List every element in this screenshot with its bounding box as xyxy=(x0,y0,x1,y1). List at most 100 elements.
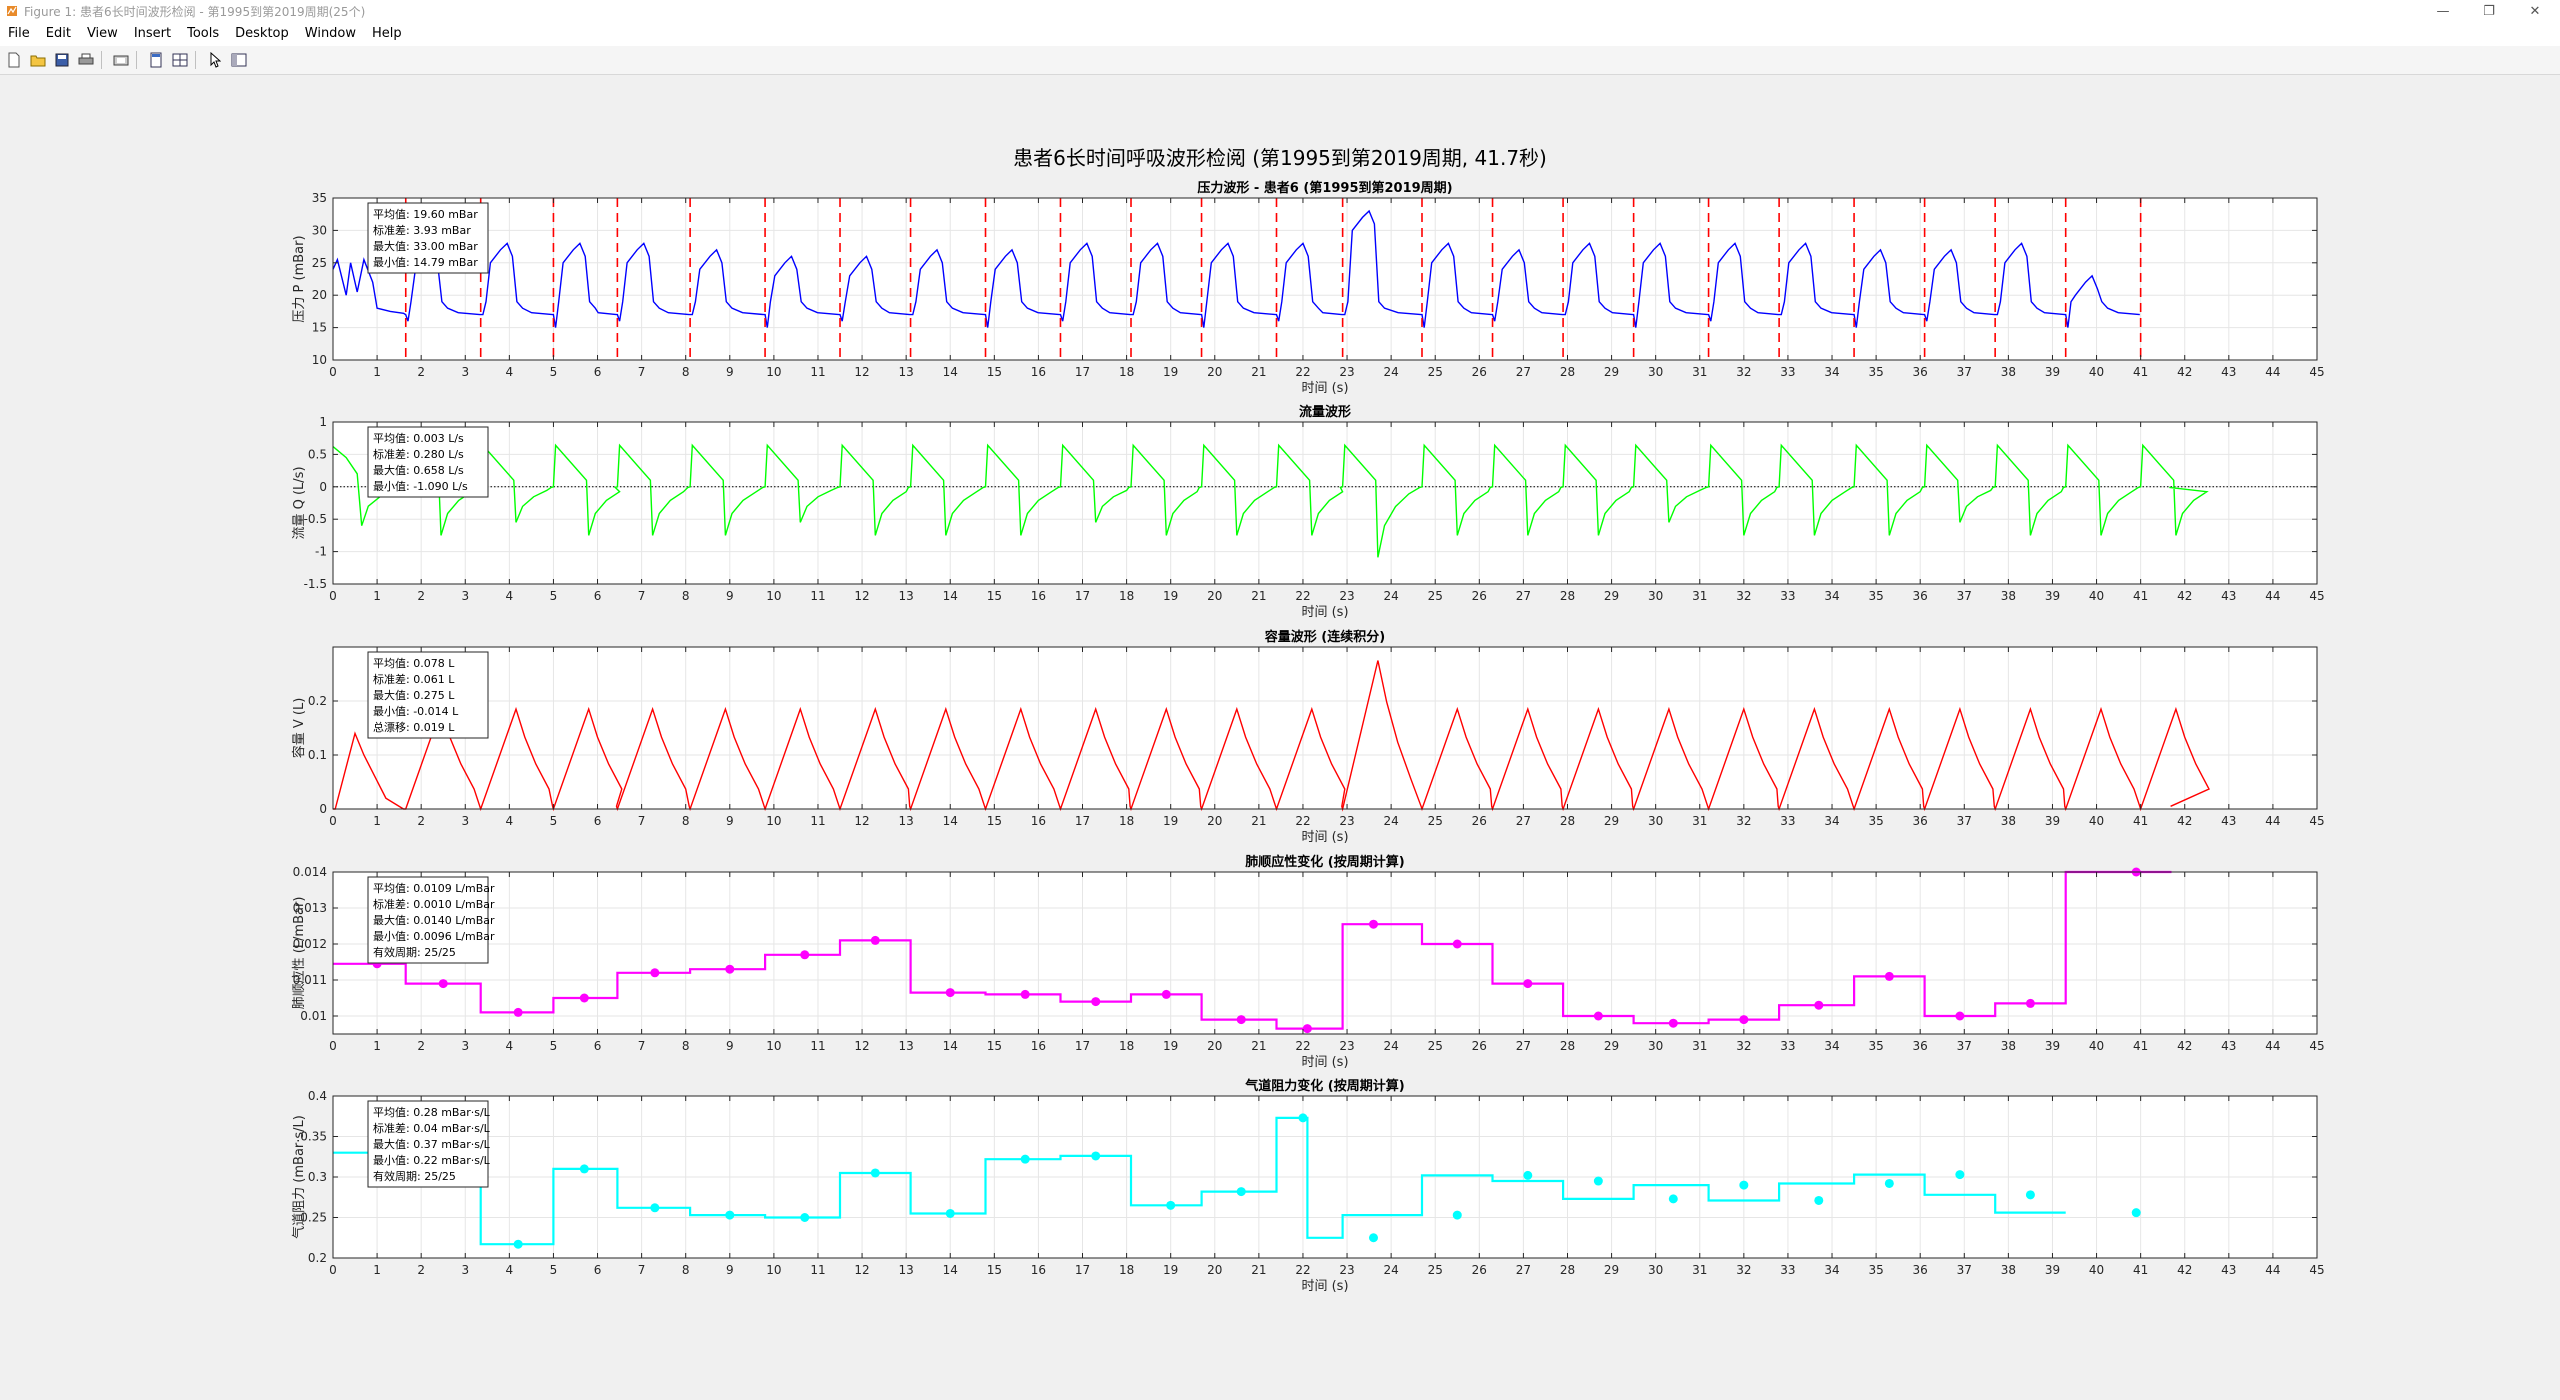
pointer-icon[interactable] xyxy=(205,50,225,70)
data-point xyxy=(945,1208,955,1218)
x-tick-label: 41 xyxy=(2133,589,2148,603)
series-line xyxy=(333,660,2210,812)
y-axis-label: 流量 Q (L/s) xyxy=(292,466,307,539)
x-tick-label: 5 xyxy=(550,1039,558,1053)
x-tick-label: 44 xyxy=(2265,589,2280,603)
x-tick-label: 37 xyxy=(1957,589,1972,603)
x-tick-label: 9 xyxy=(726,814,734,828)
stats-line: 有效周期: 25/25 xyxy=(373,1169,456,1183)
stats-line: 平均值: 19.60 mBar xyxy=(373,208,478,221)
menu-edit[interactable]: Edit xyxy=(45,26,71,41)
x-tick-label: 3 xyxy=(461,1039,469,1053)
x-tick-label: 33 xyxy=(1780,1263,1795,1277)
menu-tools[interactable]: Tools xyxy=(187,26,220,41)
x-tick-label: 5 xyxy=(550,589,558,603)
save-icon[interactable] xyxy=(52,50,72,70)
menu-bar: File Edit View Insert Tools Desktop Wind… xyxy=(0,22,2560,46)
x-tick-label: 16 xyxy=(1031,1263,1046,1277)
x-tick-label: 32 xyxy=(1736,1039,1751,1053)
x-tick-label: 10 xyxy=(766,365,781,379)
x-tick-label: 30 xyxy=(1648,589,1663,603)
toolbar-separator xyxy=(136,51,137,69)
open-folder-icon[interactable] xyxy=(28,50,48,70)
data-point xyxy=(1368,1233,1378,1243)
x-tick-label: 42 xyxy=(2177,1263,2192,1277)
stats-line: 有效周期: 25/25 xyxy=(373,945,456,959)
x-tick-label: 36 xyxy=(1913,1039,1928,1053)
menu-view[interactable]: View xyxy=(86,26,118,41)
data-point xyxy=(1523,979,1533,989)
x-tick-label: 38 xyxy=(2001,1039,2016,1053)
close-icon[interactable]: ✕ xyxy=(2529,3,2541,19)
x-tick-label: 20 xyxy=(1207,589,1222,603)
menu-window[interactable]: Window xyxy=(304,26,357,41)
stats-line: 标准差: 3.93 mBar xyxy=(373,223,471,237)
x-tick-label: 34 xyxy=(1824,814,1839,828)
x-tick-label: 4 xyxy=(506,365,514,379)
data-point xyxy=(1161,989,1171,999)
dock-icon[interactable] xyxy=(146,50,166,70)
menu-help[interactable]: Help xyxy=(372,26,402,41)
x-tick-label: 26 xyxy=(1472,1263,1487,1277)
x-tick-label: 43 xyxy=(2221,589,2236,603)
y-tick-label: 0.01 xyxy=(300,1009,327,1023)
x-tick-label: 8 xyxy=(682,589,690,603)
menu-file[interactable]: File xyxy=(8,26,30,41)
y-tick-label: 0.014 xyxy=(293,865,327,879)
x-tick-label: 44 xyxy=(2265,814,2280,828)
restore-icon[interactable]: ❐ xyxy=(2483,3,2495,19)
x-tick-label: 0 xyxy=(329,589,337,603)
x-tick-label: 23 xyxy=(1339,589,1354,603)
x-tick-label: 1 xyxy=(373,365,381,379)
x-tick-label: 42 xyxy=(2177,589,2192,603)
property-editor-icon[interactable] xyxy=(229,50,249,70)
x-tick-label: 29 xyxy=(1604,1039,1619,1053)
x-tick-label: 2 xyxy=(417,589,425,603)
x-tick-label: 38 xyxy=(2001,365,2016,379)
menu-insert[interactable]: Insert xyxy=(133,26,172,41)
new-file-icon[interactable] xyxy=(4,50,24,70)
layout-icon[interactable] xyxy=(170,50,190,70)
x-tick-label: 16 xyxy=(1031,589,1046,603)
minimize-icon[interactable]: — xyxy=(2436,3,2450,19)
x-tick-label: 24 xyxy=(1383,814,1398,828)
toolbar-separator xyxy=(101,51,102,69)
x-tick-label: 23 xyxy=(1339,1263,1354,1277)
data-point xyxy=(1236,1015,1246,1025)
stats-box-frame xyxy=(367,426,489,498)
x-tick-label: 4 xyxy=(506,1263,514,1277)
x-tick-label: 37 xyxy=(1957,1263,1972,1277)
x-tick-label: 24 xyxy=(1383,1039,1398,1053)
x-tick-label: 1 xyxy=(373,589,381,603)
x-tick-label: 37 xyxy=(1957,365,1972,379)
x-tick-label: 13 xyxy=(899,589,914,603)
x-tick-label: 20 xyxy=(1207,814,1222,828)
x-tick-label: 15 xyxy=(987,589,1002,603)
matlab-figure-icon xyxy=(7,6,17,16)
data-point xyxy=(1091,1151,1101,1161)
x-tick-label: 0 xyxy=(329,1039,337,1053)
x-tick-label: 45 xyxy=(2309,1039,2324,1053)
data-point xyxy=(1523,1170,1533,1180)
axes-box xyxy=(332,197,2318,361)
subplot-4: 0 1 2 3 4 5 6 7 8 9 10 11 12 13 14 15 16 17 18 19 20 21 22 23 24… xyxy=(291,854,2325,1070)
x-tick-label: 33 xyxy=(1780,589,1795,603)
x-tick-label: 9 xyxy=(726,365,734,379)
x-tick-label: 37 xyxy=(1957,1039,1972,1053)
y-tick-label: 0 xyxy=(319,802,327,816)
print-icon[interactable] xyxy=(76,50,96,70)
stats-line: 最小值: 0.0096 L/mBar xyxy=(373,930,495,943)
stats-line: 最小值: -0.014 L xyxy=(373,705,459,718)
data-point xyxy=(513,1007,523,1017)
menu-desktop[interactable]: Desktop xyxy=(235,26,289,41)
x-tick-label: 36 xyxy=(1913,814,1928,828)
axes-box xyxy=(332,646,2318,810)
x-tick-label: 7 xyxy=(638,1039,646,1053)
stats-line: 平均值: 0.003 L/s xyxy=(373,432,464,445)
x-tick-label: 39 xyxy=(2045,1263,2060,1277)
print-preview-icon[interactable] xyxy=(111,50,131,70)
x-axis-label: 时间 (s) xyxy=(1301,381,1348,396)
x-tick-label: 30 xyxy=(1648,1039,1663,1053)
stats-box: 平均值: 19.60 mBar 标准差: 3.93 mBar 最大值: 33.00 … xyxy=(367,202,489,274)
x-tick-label: 6 xyxy=(594,1263,602,1277)
